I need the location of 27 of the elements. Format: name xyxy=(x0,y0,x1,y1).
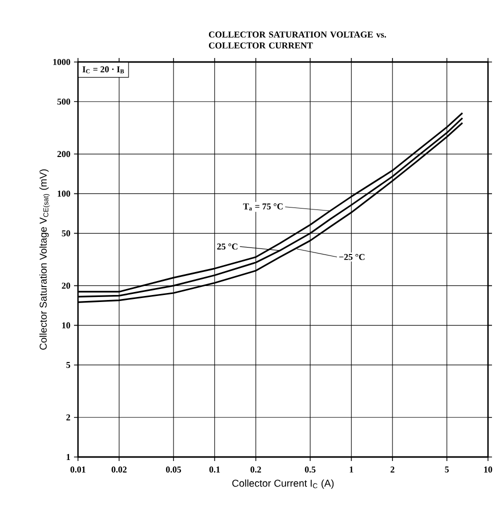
y-tick-label: 100 xyxy=(58,190,70,197)
x-tick-label: 0.1 xyxy=(209,466,220,473)
x-tick-label: 1 xyxy=(350,466,354,472)
x-tick-label: 2 xyxy=(390,466,394,472)
x-tick-label: 0.2 xyxy=(250,466,262,473)
y-tick-label: 200 xyxy=(57,151,70,158)
x-tick-label: 0.05 xyxy=(166,466,182,473)
y-tick-label: 20 xyxy=(62,282,70,289)
x-tick-label: 0.01 xyxy=(70,466,86,473)
y-tick-label: 1 xyxy=(66,454,70,460)
y-tick-label: 500 xyxy=(57,98,70,105)
y-tick-label: 2 xyxy=(66,414,70,420)
x-axis-title: Collector Current I$_{C}$ (A) xyxy=(232,479,334,489)
x-tick-label: 5 xyxy=(444,466,449,472)
x-tick-label: 0.02 xyxy=(112,466,127,473)
chart-title: COLLECTOR SATURATION VOLTAGE vs. COLLECTOR CURRENT xyxy=(208,32,386,49)
annotation: T$_{a}$ = 75 °C xyxy=(243,203,283,210)
y-tick-label: 50 xyxy=(62,230,70,236)
x-tick-label: 10 xyxy=(484,466,492,473)
y-axis-title: Collector Saturation Voltage V$_{CE(sat)}$ (mV) xyxy=(39,169,50,350)
annotation: −25 °C xyxy=(339,254,364,260)
y-tick-label: 1000 xyxy=(53,58,70,66)
annotation: 25 °C xyxy=(217,243,238,250)
y-tick-label: 5 xyxy=(66,362,70,368)
y-tick-label: 10 xyxy=(62,322,70,328)
x-tick-label: 0.5 xyxy=(304,466,316,473)
annotation: I$_{C}$ = 20 · I$_{B}$ xyxy=(82,66,124,74)
